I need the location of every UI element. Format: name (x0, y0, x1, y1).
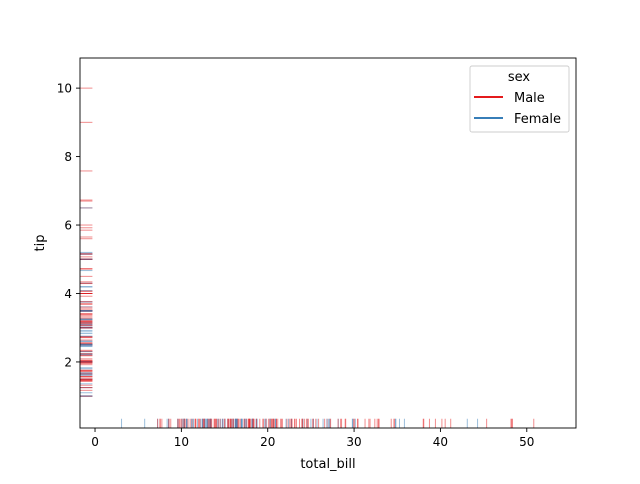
legend-title: sex (508, 70, 531, 85)
legend-label-female: Female (514, 112, 561, 127)
x-axis: 0 10 20 30 40 50 (91, 428, 534, 449)
y-tick-label: 8 (64, 150, 72, 164)
y-tick-label: 4 (64, 287, 72, 301)
x-tick-label: 30 (346, 435, 361, 449)
x-tick-label: 40 (433, 435, 448, 449)
legend: sex Male Female (469, 65, 570, 133)
legend-label-male: Male (514, 91, 545, 106)
x-tick-label: 20 (260, 435, 275, 449)
x-tick-label: 10 (174, 435, 189, 449)
y-tick-label: 6 (64, 219, 72, 233)
legend-frame (469, 65, 570, 133)
y-tick-label: 10 (57, 82, 72, 96)
y-axis-label: tip (33, 235, 48, 252)
x-tick-label: 0 (91, 435, 99, 449)
x-axis-label: total_bill (300, 457, 355, 472)
axes-frame (79, 57, 577, 429)
x-tick-label: 50 (519, 435, 534, 449)
rug-marks (80, 87, 535, 428)
y-tick-label: 2 (64, 355, 72, 369)
y-axis: 2 4 6 8 10 (57, 82, 80, 369)
